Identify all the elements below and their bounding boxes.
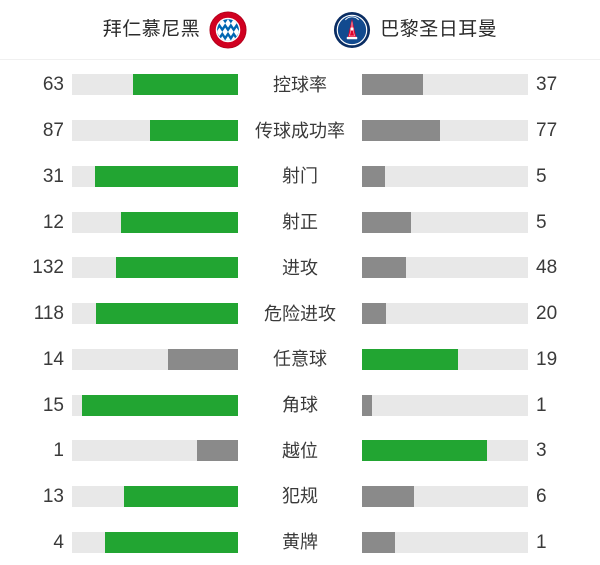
away-bar-fill xyxy=(362,120,440,142)
stat-label: 控球率 xyxy=(273,74,327,95)
home-bar-fill xyxy=(105,531,238,553)
stat-row: 118 危险进攻 20 xyxy=(0,291,600,337)
stat-label: 黄牌 xyxy=(282,532,318,553)
away-bar-track xyxy=(362,165,528,187)
stat-row: 63 控球率 37 xyxy=(0,62,600,108)
home-bar-track xyxy=(72,120,238,142)
away-bar-fill xyxy=(362,394,373,416)
away-bar-fill xyxy=(362,485,415,507)
stat-label: 射正 xyxy=(282,212,318,233)
home-bar-fill xyxy=(167,348,238,370)
home-bar-track xyxy=(72,440,238,462)
stat-label: 犯规 xyxy=(282,486,318,507)
stat-label: 射门 xyxy=(282,166,318,187)
away-bar-track xyxy=(362,485,528,507)
stat-label: 任意球 xyxy=(273,349,327,370)
home-team: 拜仁慕尼黑 xyxy=(102,10,248,49)
home-value: 132 xyxy=(32,257,64,279)
home-bar-track xyxy=(72,531,238,553)
away-bar-fill xyxy=(362,257,407,279)
home-bar-fill xyxy=(124,485,238,507)
away-bar-track xyxy=(362,257,528,279)
away-value: 48 xyxy=(536,257,558,279)
stat-label: 角球 xyxy=(282,395,318,415)
home-value: 15 xyxy=(42,394,64,416)
away-bar-track xyxy=(362,348,528,370)
away-team-name: 巴黎圣日耳曼 xyxy=(380,19,498,40)
stat-row: 87 传球成功率 77 xyxy=(0,108,600,154)
away-bar-track xyxy=(362,440,528,462)
away-bar-track xyxy=(362,120,528,142)
away-value: 19 xyxy=(536,348,558,370)
away-bar-fill xyxy=(362,440,487,462)
away-bar-track xyxy=(362,74,528,96)
stat-label: 危险进攻 xyxy=(264,303,336,324)
stat-row: 4 黄牌 1 xyxy=(0,519,600,565)
away-value: 5 xyxy=(536,165,547,187)
stat-row: 1 越位 3 xyxy=(0,428,600,474)
home-value: 31 xyxy=(42,165,64,187)
away-value: 1 xyxy=(536,531,547,553)
away-value: 37 xyxy=(536,74,558,96)
home-value: 118 xyxy=(33,303,64,325)
home-bar-track xyxy=(72,74,238,96)
stat-row: 14 任意球 19 xyxy=(0,336,600,382)
away-bar-fill xyxy=(362,74,424,96)
home-team-name: 拜仁慕尼黑 xyxy=(102,19,201,40)
away-value: 77 xyxy=(536,120,558,142)
home-value: 87 xyxy=(42,120,64,142)
away-value: 1 xyxy=(536,394,547,416)
home-bar-track xyxy=(72,165,238,187)
stat-row: 132 进攻 48 xyxy=(0,245,600,291)
stat-row: 31 射门 5 xyxy=(0,153,600,199)
home-bar-fill xyxy=(82,394,238,416)
away-bar-fill xyxy=(362,348,458,370)
home-bar-track xyxy=(72,303,238,325)
away-value: 5 xyxy=(536,211,547,233)
home-value: 14 xyxy=(42,348,64,370)
home-bar-fill xyxy=(120,211,238,233)
home-value: 1 xyxy=(53,440,64,462)
stat-rows: 63 控球率 37 87 传球成功率 77 31 射门 5 12 射正 5 132 进攻 48 118 危险进攻… xyxy=(0,60,600,565)
home-bar-fill xyxy=(96,303,238,325)
away-bar-track xyxy=(362,394,528,416)
away-bar-fill xyxy=(362,211,411,233)
away-value: 6 xyxy=(536,485,547,507)
home-value: 63 xyxy=(42,74,64,96)
stat-label: 传球成功率 xyxy=(255,120,345,141)
home-bar-fill xyxy=(116,257,238,279)
away-value: 3 xyxy=(536,440,547,462)
away-bar-track xyxy=(362,531,528,553)
away-bar-track xyxy=(362,211,528,233)
home-bar-track xyxy=(72,257,238,279)
home-value: 4 xyxy=(53,531,64,553)
home-bar-fill xyxy=(133,74,238,96)
stat-row: 13 犯规 6 xyxy=(0,474,600,520)
psg-crest-icon xyxy=(333,11,371,49)
away-bar-track xyxy=(362,303,528,325)
stat-row: 15 角球 1 xyxy=(0,382,600,428)
bayern-munich-crest-icon xyxy=(209,10,247,49)
home-bar-fill xyxy=(196,440,238,462)
home-bar-track xyxy=(72,394,238,416)
home-value: 13 xyxy=(42,485,64,507)
stat-row: 12 射正 5 xyxy=(0,199,600,245)
stat-label: 越位 xyxy=(282,440,318,461)
home-value: 12 xyxy=(42,211,64,233)
away-team: 巴黎圣日耳曼 xyxy=(333,11,497,49)
home-bar-track xyxy=(72,485,238,507)
away-bar-fill xyxy=(362,531,396,553)
home-bar-fill xyxy=(95,165,238,187)
home-bar-track xyxy=(72,211,238,233)
away-bar-fill xyxy=(362,165,386,187)
teams-header: 拜仁慕尼黑 xyxy=(0,0,600,60)
away-value: 20 xyxy=(536,303,558,325)
home-bar-track xyxy=(72,348,238,370)
away-bar-fill xyxy=(362,303,387,325)
stat-label: 进攻 xyxy=(282,257,318,278)
home-bar-fill xyxy=(149,120,238,142)
